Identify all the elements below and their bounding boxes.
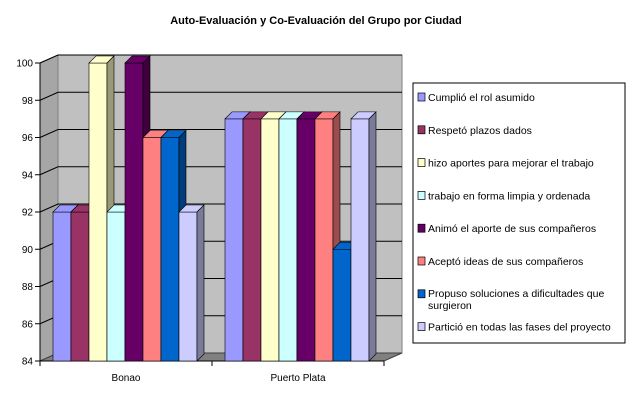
y-tick-label: 98	[22, 96, 34, 107]
legend: Cumplió el rol asumido Respetó plazos dad…	[412, 82, 626, 344]
y-tick-label: 84	[22, 357, 34, 368]
legend-swatch	[417, 158, 426, 167]
bar-front	[314, 118, 334, 362]
tick-labels: 84 86 88 90 92 94 96 98 100 Bonao Puerto Plata	[16, 59, 326, 385]
chart-title: Auto-Evaluación y Co-Evaluación del Grup…	[170, 15, 462, 27]
legend-label: trabajo en forma limpia y ordenada	[428, 190, 590, 202]
legend-swatch	[417, 191, 426, 200]
legend-swatch	[417, 256, 426, 266]
y-tick-label: 92	[22, 208, 34, 219]
x-tick-label: Bonao	[112, 373, 141, 384]
legend-label: Animó el aporte de sus compañeros	[428, 223, 596, 235]
bar-front	[278, 118, 298, 362]
bar-side	[196, 204, 205, 362]
y-tick-label: 96	[22, 133, 34, 144]
bar-front	[52, 211, 72, 362]
bar-front	[160, 137, 180, 362]
legend-label: hizo aportes para mejorar el trabajo	[428, 158, 594, 170]
bars	[52, 55, 377, 362]
legend-label: Respetó plazos dados	[428, 125, 532, 137]
legend-item: trabajo en forma limpia y ordenada	[417, 190, 590, 202]
y-tick-label: 90	[22, 245, 34, 256]
y-tick-label: 94	[22, 170, 34, 181]
bar-front	[260, 118, 280, 362]
bar-front	[142, 137, 162, 362]
bar-front	[332, 248, 352, 362]
gridline	[39, 54, 402, 64]
legend-swatch	[417, 92, 426, 102]
legend-item: Respetó plazos dados	[417, 125, 532, 137]
legend-item: Animó el aporte de sus compañeros	[417, 223, 596, 235]
x-tick-label: Puerto Plata	[270, 373, 325, 384]
bar-front	[242, 118, 262, 362]
gridline	[39, 91, 402, 101]
legend-item: Propuso soluciones a dificultades que sur…	[417, 288, 604, 312]
legend-item: Cumplió el rol asumido	[417, 92, 535, 104]
legend-label: Cumplió el rol asumido	[428, 92, 535, 104]
legend-item: Aceptó ideas de sus compañeros	[417, 256, 583, 268]
legend-swatch	[417, 289, 426, 299]
bar-front	[124, 62, 144, 362]
y-tick-label: 88	[22, 282, 34, 293]
bar-front	[224, 118, 244, 362]
bar-front	[70, 211, 90, 362]
legend-label: Partició en todas las fases del proyecto	[428, 322, 611, 334]
legend-swatch	[417, 125, 426, 135]
legend-item: Partició en todas las fases del proyecto	[417, 322, 611, 334]
bar-front	[106, 211, 126, 362]
legend-label: Aceptó ideas de sus compañeros	[428, 256, 583, 268]
bar-side	[368, 111, 377, 362]
y-tick-label: 100	[16, 59, 33, 70]
bar-front	[88, 62, 108, 362]
legend-label: Propuso soluciones a dificultades que sur…	[428, 288, 604, 312]
bar	[160, 129, 187, 362]
legend-item: hizo aportes para mejorar el trabajo	[417, 158, 594, 170]
bar-front	[296, 118, 316, 362]
bar-front	[350, 118, 370, 362]
legend-box	[412, 82, 626, 344]
bar-front	[178, 211, 198, 362]
legend-swatch	[417, 223, 426, 233]
legend-swatch	[417, 322, 426, 331]
bar	[178, 204, 205, 362]
y-tick-label: 86	[22, 319, 34, 330]
bar	[350, 111, 377, 362]
